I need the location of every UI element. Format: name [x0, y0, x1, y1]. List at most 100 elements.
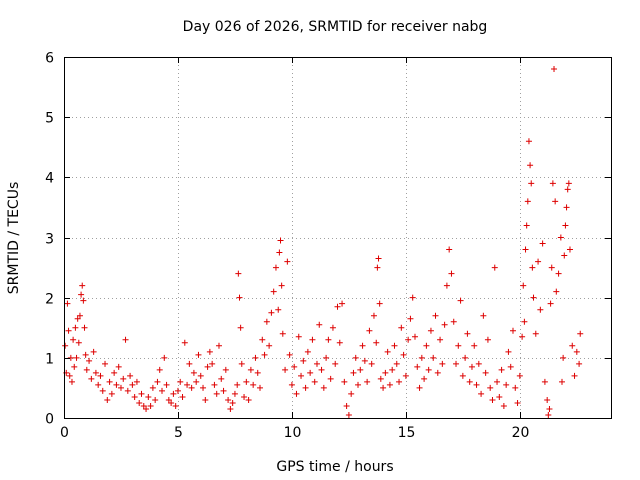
data-point: [577, 330, 584, 337]
data-point: [300, 357, 307, 364]
data-point: [275, 306, 282, 313]
data-point: [557, 234, 564, 241]
data-points: [62, 66, 584, 418]
data-point: [120, 375, 127, 382]
data-point: [78, 291, 85, 298]
data-point: [211, 381, 218, 388]
data-point: [170, 390, 177, 397]
data-point: [293, 390, 300, 397]
data-point: [489, 396, 496, 403]
data-point: [75, 339, 82, 346]
data-point: [206, 348, 213, 355]
data-point: [270, 288, 277, 295]
data-point: [563, 204, 570, 211]
data-point: [259, 336, 266, 343]
data-point: [64, 300, 71, 307]
data-point: [163, 381, 170, 388]
data-point: [71, 363, 78, 370]
data-point: [152, 396, 159, 403]
data-point: [111, 369, 118, 376]
data-point: [505, 348, 512, 355]
data-point: [491, 264, 498, 271]
data-point: [384, 348, 391, 355]
data-point: [441, 321, 448, 328]
data-point: [364, 378, 371, 385]
data-point: [82, 351, 89, 358]
data-point: [115, 363, 122, 370]
data-point: [102, 360, 109, 367]
data-point: [323, 354, 330, 361]
data-point: [291, 363, 298, 370]
data-point: [215, 342, 222, 349]
data-point: [257, 384, 264, 391]
data-point: [459, 372, 466, 379]
data-point: [528, 180, 535, 187]
data-point: [250, 381, 257, 388]
x-tick-label: 10: [284, 425, 302, 441]
data-point: [519, 333, 526, 340]
data-point: [202, 396, 209, 403]
data-point: [268, 309, 275, 316]
data-point: [450, 318, 457, 325]
grid: [64, 57, 611, 418]
data-point: [76, 312, 83, 319]
data-point: [466, 378, 473, 385]
data-point: [455, 342, 462, 349]
data-point: [487, 384, 494, 391]
data-point: [154, 378, 161, 385]
y-tick-label: 3: [45, 232, 54, 248]
y-tick-label: 6: [45, 51, 54, 67]
data-point: [539, 240, 546, 247]
data-point: [535, 258, 542, 265]
data-point: [507, 363, 514, 370]
data-point: [229, 399, 236, 406]
data-point: [174, 387, 181, 394]
data-point: [227, 405, 234, 412]
data-point: [279, 330, 286, 337]
data-point: [195, 351, 202, 358]
data-point: [231, 390, 238, 397]
data-point: [67, 354, 74, 361]
data-point: [446, 246, 453, 253]
data-point: [286, 351, 293, 358]
data-point: [418, 354, 425, 361]
data-point: [318, 366, 325, 373]
data-point: [393, 360, 400, 367]
data-point: [247, 366, 254, 373]
data-point: [282, 366, 289, 373]
data-point: [345, 411, 352, 418]
data-point: [484, 336, 491, 343]
data-point: [113, 381, 120, 388]
data-point: [254, 369, 261, 376]
data-point: [106, 378, 113, 385]
data-point: [140, 402, 147, 409]
data-point: [541, 378, 548, 385]
data-point: [527, 162, 534, 169]
data-point: [332, 360, 339, 367]
data-point: [416, 384, 423, 391]
data-point: [66, 372, 73, 379]
data-point: [117, 384, 124, 391]
data-point: [88, 375, 95, 382]
data-point: [108, 390, 115, 397]
data-point: [374, 264, 381, 271]
chart-title: Day 026 of 2026, SRMTID for receiver nab…: [183, 19, 488, 35]
x-tick-label: 0: [60, 425, 69, 441]
data-point: [104, 396, 111, 403]
data-point: [503, 381, 510, 388]
y-tick-label: 0: [45, 412, 54, 428]
data-point: [548, 264, 555, 271]
data-point: [341, 378, 348, 385]
data-point: [375, 255, 382, 262]
data-point: [72, 324, 79, 331]
data-point: [245, 396, 252, 403]
data-point: [434, 369, 441, 376]
data-point: [339, 300, 346, 307]
data-point: [234, 381, 241, 388]
data-point: [357, 366, 364, 373]
x-axis-label: GPS time / hours: [276, 459, 393, 475]
data-point: [498, 366, 505, 373]
data-point: [336, 339, 343, 346]
data-point: [407, 315, 414, 322]
data-point: [425, 366, 432, 373]
